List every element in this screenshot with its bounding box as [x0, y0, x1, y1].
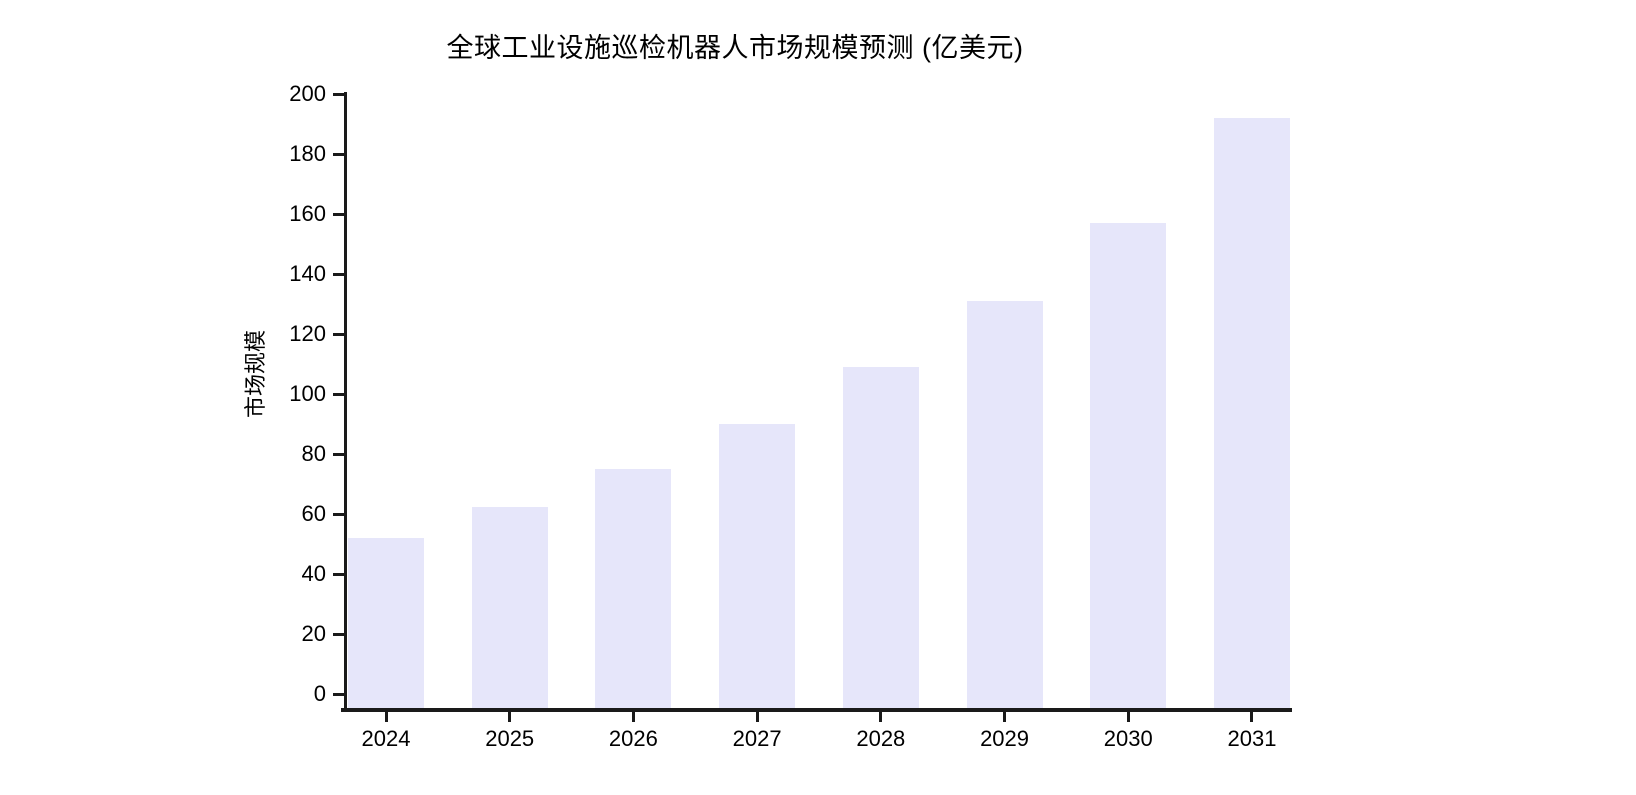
bar-2025 — [471, 506, 548, 708]
y-tick-mark-20 — [333, 632, 344, 636]
x-tick-label-2028: 2028 — [856, 726, 906, 751]
x-axis-spine — [341, 708, 1292, 712]
bar-2029 — [966, 301, 1043, 708]
bar-2027 — [719, 424, 796, 708]
y-tick-mark-140 — [333, 272, 344, 276]
x-tick-mark-2028 — [879, 712, 883, 722]
y-tick-mark-100 — [333, 392, 344, 396]
bar-2024 — [348, 538, 424, 708]
y-tick-label-180: 180 — [289, 141, 326, 166]
y-tick-label-60: 60 — [301, 501, 326, 526]
x-tick-mark-2026 — [631, 712, 635, 722]
y-tick-label-160: 160 — [289, 201, 326, 226]
x-tick-mark-2025 — [508, 712, 512, 722]
x-tick-label-2027: 2027 — [732, 726, 782, 751]
y-tick-mark-80 — [333, 452, 344, 456]
x-tick-label-2030: 2030 — [1103, 726, 1153, 751]
bar-2031 — [1213, 118, 1290, 708]
x-tick-mark-2024 — [384, 712, 388, 722]
x-tick-label-2029: 2029 — [980, 726, 1030, 751]
bar-2030 — [1090, 223, 1167, 708]
y-tick-mark-160 — [333, 212, 344, 216]
x-tick-label-2031: 2031 — [1227, 726, 1277, 751]
y-tick-mark-200 — [333, 92, 344, 96]
y-tick-mark-120 — [333, 332, 344, 336]
y-tick-mark-40 — [333, 572, 344, 576]
plot-area — [346, 92, 1292, 708]
y-tick-label-80: 80 — [301, 441, 326, 466]
bar-2028 — [842, 367, 919, 708]
x-tick-label-2024: 2024 — [361, 726, 411, 751]
y-tick-label-0: 0 — [313, 681, 326, 706]
chart-title: 全球工业设施巡检机器人市场规模预测 (亿美元) — [446, 33, 1024, 63]
y-tick-mark-0 — [333, 692, 344, 696]
x-tick-mark-2030 — [1126, 712, 1130, 722]
y-tick-label-100: 100 — [289, 381, 326, 406]
y-axis-spine — [344, 92, 347, 712]
y-tick-mark-180 — [333, 152, 344, 156]
x-tick-mark-2029 — [1003, 712, 1007, 722]
x-tick-label-2026: 2026 — [608, 726, 658, 751]
y-tick-label-20: 20 — [301, 621, 326, 646]
y-tick-label-40: 40 — [301, 561, 326, 586]
bar-2026 — [595, 469, 672, 708]
y-tick-label-200: 200 — [289, 81, 326, 106]
y-tick-label-140: 140 — [289, 261, 326, 286]
x-tick-mark-2027 — [755, 712, 759, 722]
x-tick-mark-2031 — [1250, 712, 1254, 722]
x-tick-label-2025: 2025 — [485, 726, 535, 751]
y-tick-mark-60 — [333, 512, 344, 516]
y-tick-label-120: 120 — [289, 321, 326, 346]
